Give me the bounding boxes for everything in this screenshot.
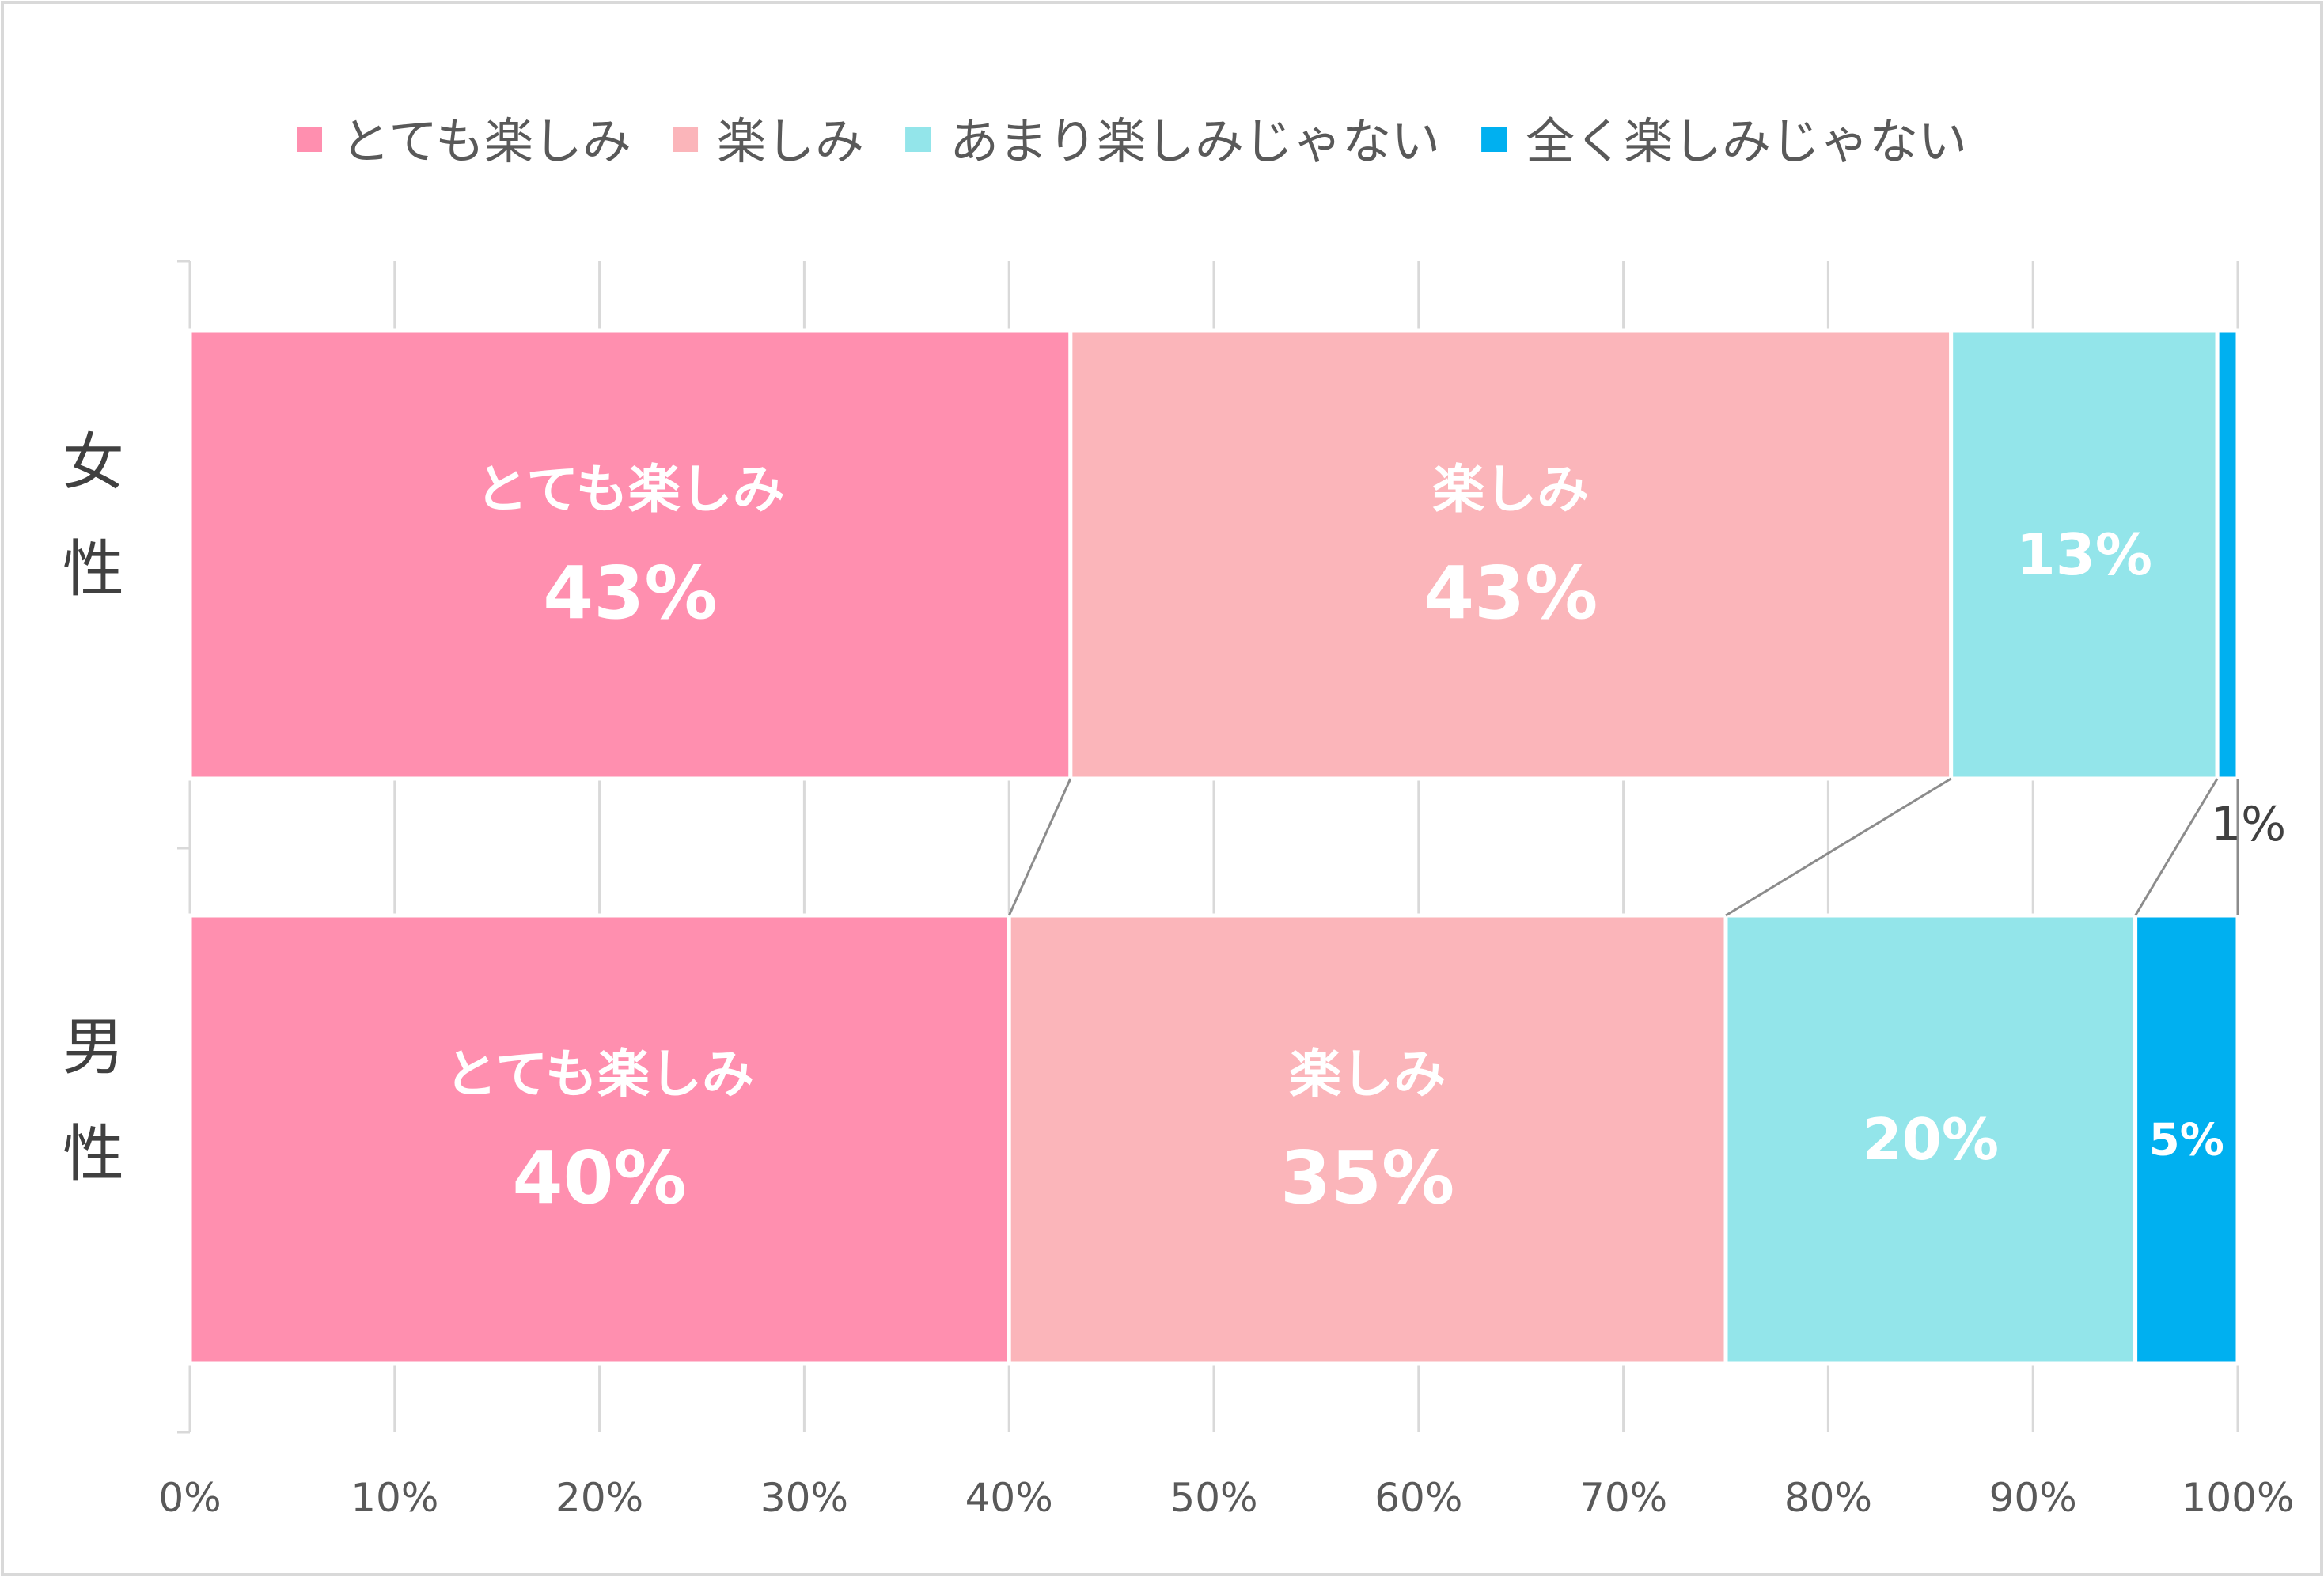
- segment-value-label: 13%: [2016, 521, 2152, 588]
- x-tick-label: 20%: [555, 1475, 643, 1521]
- legend-label: 全く楽しみじゃない: [1526, 112, 1967, 170]
- legend: とても楽しみ 楽しみ あまり楽しみじゃない 全く楽しみじゃない: [297, 112, 1967, 170]
- data-labels: とても楽しみ 43% 楽しみ 43% 13% 1% とても楽しみ 40% 楽しみ 35% 20% 5%: [445, 459, 2286, 1220]
- x-tick-labels: 0% 10% 20% 30% 40% 50% 60% 70% 80% 90% 100%: [158, 1475, 2294, 1521]
- segment-series-name: とても楽しみ: [445, 1044, 754, 1105]
- series-line: [1007, 778, 1072, 916]
- legend-swatch: [1481, 127, 1507, 152]
- series-lines: [1007, 777, 2239, 917]
- category-label: 男: [63, 1012, 124, 1083]
- segment-series-name: 楽しみ: [1289, 1044, 1446, 1105]
- bars: [188, 328, 2240, 1366]
- x-tick-label: 70%: [1579, 1475, 1667, 1521]
- segment-value-label: 43%: [1424, 551, 1598, 635]
- bar-male-4: [2133, 913, 2240, 1366]
- segment-value-label-outside: 1%: [2211, 797, 2286, 852]
- legend-swatch: [297, 127, 322, 152]
- legend-label: とても楽しみ: [341, 112, 631, 170]
- segment-value-label: 20%: [1863, 1106, 1999, 1173]
- x-tick-label: 40%: [965, 1475, 1053, 1521]
- series-line: [2134, 778, 2219, 916]
- legend-label: 楽しみ: [717, 112, 864, 170]
- x-tick-label: 80%: [1784, 1475, 1872, 1521]
- x-tick-label: 10%: [351, 1475, 438, 1521]
- segment-series-name: 楽しみ: [1432, 459, 1589, 520]
- legend-swatch: [673, 127, 699, 152]
- segment-value-label: 35%: [1280, 1135, 1454, 1220]
- x-tick-label: 0%: [158, 1475, 221, 1521]
- bar-male-1: [188, 913, 1011, 1366]
- bar-female-4: [2215, 328, 2240, 781]
- category-label: 性: [63, 534, 124, 605]
- x-tick-label: 100%: [2182, 1475, 2295, 1521]
- segment-value-label: 43%: [543, 551, 717, 635]
- x-tick-label: 60%: [1374, 1475, 1462, 1521]
- legend-swatch: [905, 127, 931, 152]
- bar-female-2: [1068, 328, 1954, 781]
- segment-value-label: 5%: [2149, 1115, 2224, 1166]
- x-tick-label: 30%: [760, 1475, 848, 1521]
- x-tick-label: 50%: [1170, 1475, 1257, 1521]
- category-label: 性: [63, 1119, 124, 1190]
- x-tick-label: 90%: [1989, 1475, 2077, 1521]
- series-line: [1725, 777, 1952, 917]
- category-label: 女: [63, 427, 124, 498]
- bar-male-2: [1007, 913, 1728, 1366]
- legend-label: あまり楽しみじゃない: [950, 112, 1440, 170]
- segment-value-label: 40%: [512, 1135, 686, 1220]
- segment-series-name: とても楽しみ: [476, 459, 785, 520]
- bar-male-3: [1723, 913, 2138, 1366]
